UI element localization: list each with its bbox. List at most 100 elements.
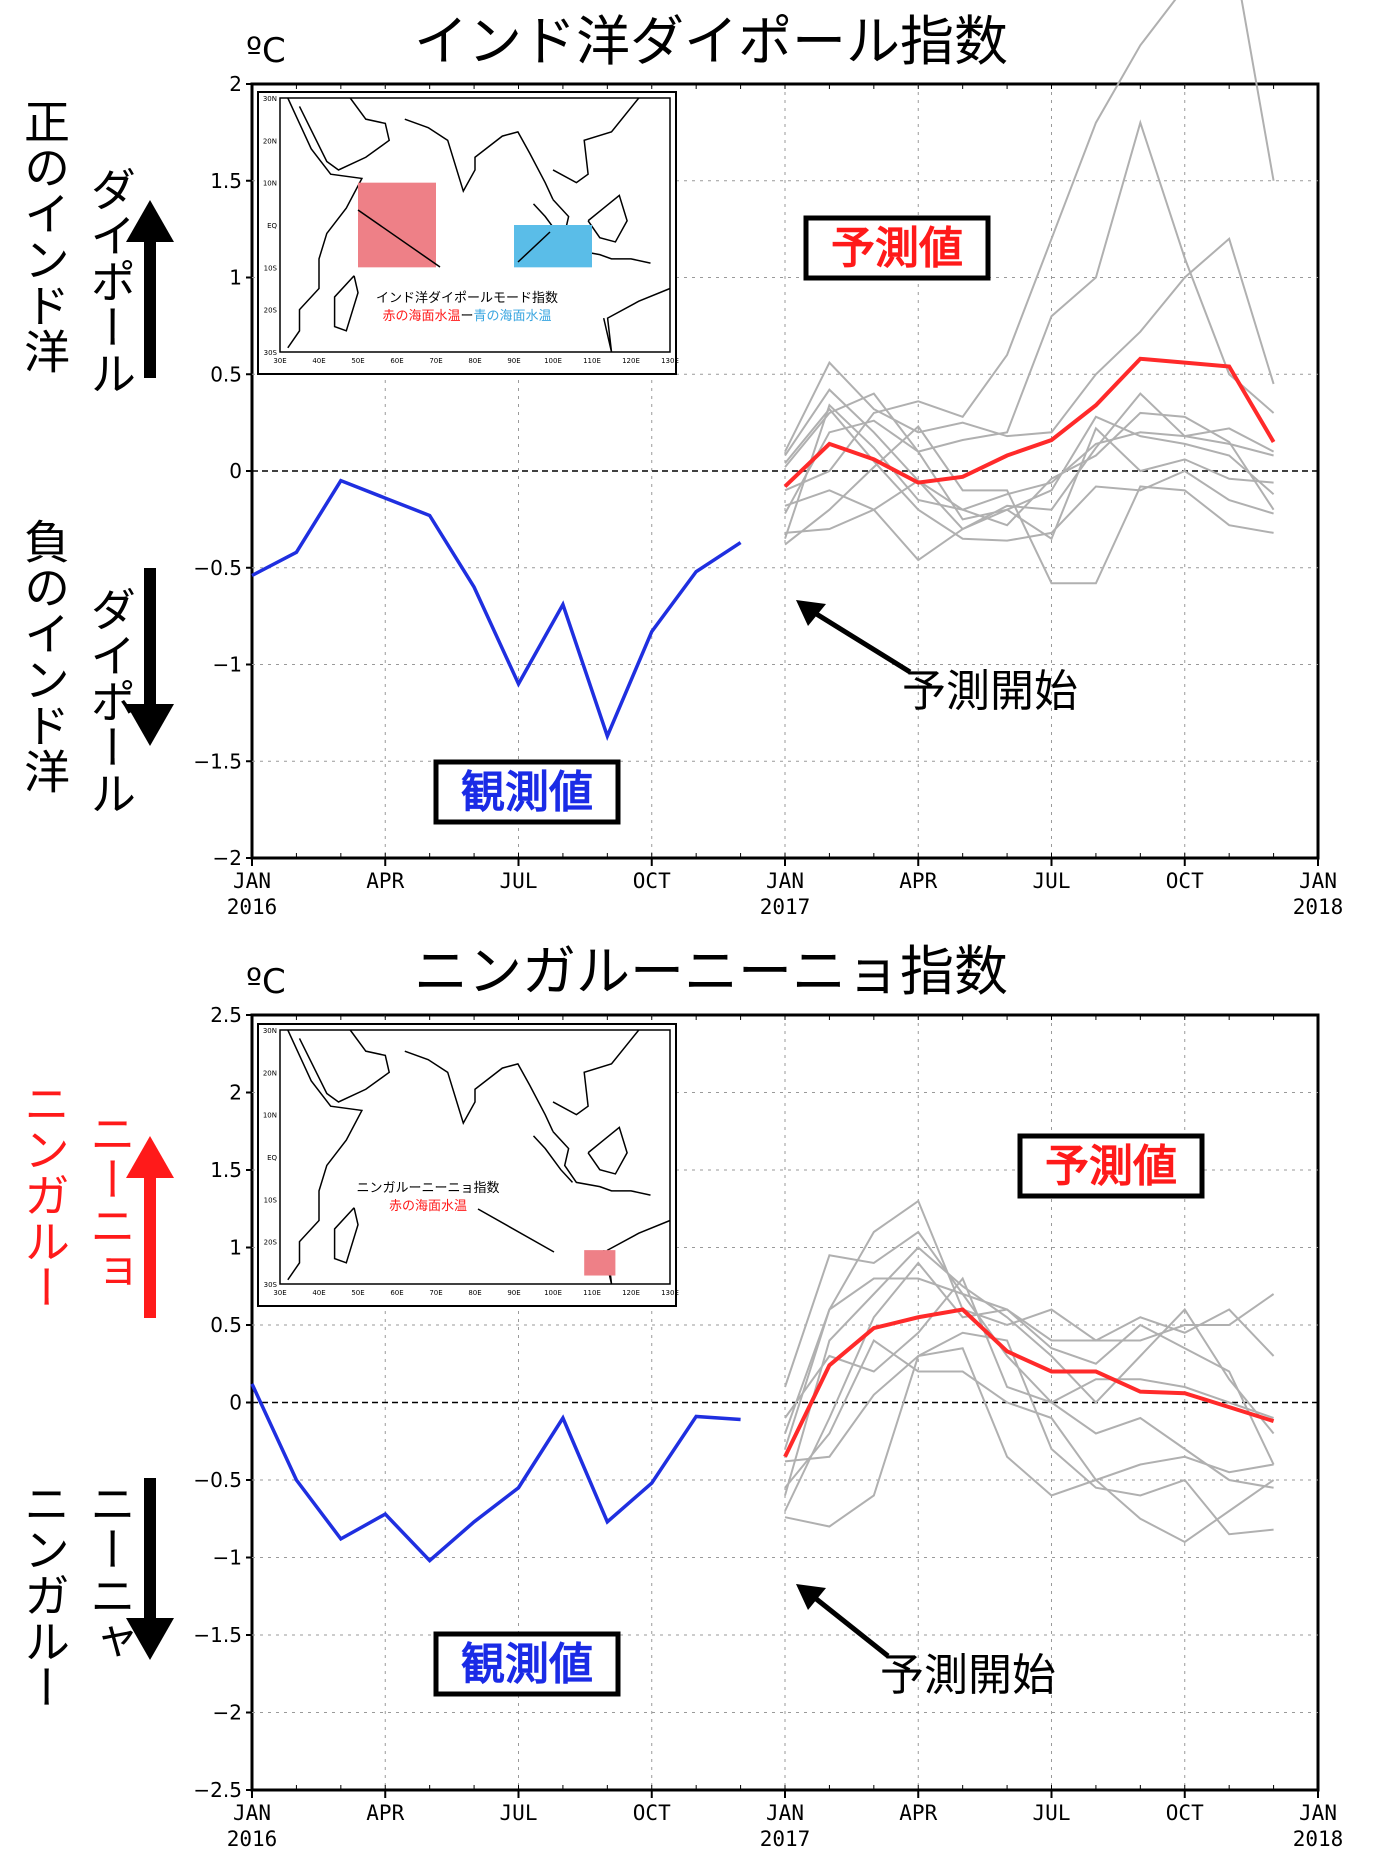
inset-lat-tick: 10S xyxy=(264,264,278,272)
start-arrow-head xyxy=(796,1584,826,1610)
forecast-member-line xyxy=(784,1276,1274,1419)
panel-ningaloo-nino: ニンガルーニーニョ指数 ºC2.5 2 1.5 1 0.5 0 −0.5 −1 −1.5 −2 −2.… xyxy=(17,940,1343,1851)
y-tick-label: 0.5 xyxy=(210,362,242,386)
inset-region-ningaloo xyxy=(584,1250,616,1276)
y-tick-label: −1 xyxy=(213,653,242,677)
inset-legend-red: 赤の海面水温 xyxy=(382,309,460,324)
inset-lat-tick: 20S xyxy=(264,307,278,315)
inset-lat-tick: EQ xyxy=(267,1154,277,1162)
inset-lon-tick: 110E xyxy=(583,357,601,365)
forecast-mean-line xyxy=(783,1307,1275,1458)
forecast-member-line xyxy=(784,426,1274,541)
side-label-positive: 正のインド洋 xyxy=(17,98,71,374)
chart-title: ニンガルーニーニョ指数 xyxy=(414,940,1008,1003)
x-tick-label: JUL xyxy=(500,1801,538,1825)
inset-lon-tick: 130E xyxy=(661,357,679,365)
inset-lat-tick: 10N xyxy=(263,1112,277,1120)
y-tick-label: −0.5 xyxy=(193,556,242,580)
inset-lon-tick: 30E xyxy=(273,1289,286,1297)
x-tick-label: OCT xyxy=(1166,1801,1204,1825)
x-tick-label: OCT xyxy=(633,869,671,893)
x-tick-label: JAN xyxy=(1299,1801,1337,1825)
x-tick-label: JAN xyxy=(766,1801,804,1825)
forecast-start-label: 予測開始 xyxy=(880,1650,1056,1701)
inset-coastline xyxy=(602,287,671,353)
inset-lat-tick: 30S xyxy=(264,1281,278,1289)
y-tick-label: −1 xyxy=(213,1546,242,1570)
side-label-positive: ニンガルー xyxy=(17,1080,71,1310)
inset-coastline xyxy=(333,1207,359,1264)
inset-lon-tick: 90E xyxy=(507,1289,520,1297)
start-arrow-head xyxy=(796,600,826,626)
x-tick-year: 2016 xyxy=(227,895,278,919)
inset-pointer-ningaloo xyxy=(477,1208,555,1253)
forecast-member-line xyxy=(784,392,1275,521)
inset-region-west xyxy=(358,182,436,268)
inset-pointer-east xyxy=(517,231,551,263)
inset-lon-tick: 30E xyxy=(273,357,286,365)
inset-lat-tick: 20S xyxy=(264,1239,278,1247)
side-label-negative: 負のインド洋 xyxy=(17,518,71,794)
observed-label: 観測値 xyxy=(461,767,593,818)
side-label-negative: ニンガルー xyxy=(17,1480,71,1710)
inset-lon-tick: 80E xyxy=(468,1289,481,1297)
x-tick-label: JUL xyxy=(500,869,538,893)
inset-coastline xyxy=(333,275,359,332)
x-tick-label: JAN xyxy=(766,869,804,893)
forecast-start-label: 予測開始 xyxy=(902,666,1078,717)
inset-lat-tick: 30N xyxy=(263,1027,277,1035)
inset-coastline xyxy=(552,97,640,184)
forecast-member-line xyxy=(784,0,1275,492)
forecast-member-line xyxy=(784,403,1274,540)
inset-lon-tick: 40E xyxy=(312,357,325,365)
x-tick-label: JAN xyxy=(1299,869,1337,893)
y-tick-label: 0.5 xyxy=(210,1313,242,1337)
x-tick-label: JAN xyxy=(233,869,271,893)
x-tick-label: OCT xyxy=(633,1801,671,1825)
forecast-label-box xyxy=(803,215,991,281)
y-tick-label: −0.5 xyxy=(193,1468,242,1492)
y-tick-label: 1.5 xyxy=(210,169,242,193)
inset-coastline xyxy=(287,1029,364,1281)
x-tick-label: JUL xyxy=(1033,869,1071,893)
x-tick-label: JAN xyxy=(233,1801,271,1825)
forecast-member-line xyxy=(784,1277,1274,1489)
inset-frame xyxy=(257,91,677,375)
unit-label: ºC xyxy=(246,31,286,71)
inset-legend-title: ニンガルーニーニョ指数 xyxy=(356,1181,499,1196)
inset-legend-dash: ー xyxy=(460,309,473,324)
forecast-member-line xyxy=(784,1261,1275,1512)
down-arrow-head xyxy=(126,1618,174,1660)
panel-indian-ocean-dipole: インド洋ダイポール指数ºC21.510.50−0.5−1−1.5−2JAN201… xyxy=(17,0,1343,919)
y-tick-label: −1.5 xyxy=(193,1623,242,1647)
inset-lon-tick: 120E xyxy=(622,1289,640,1297)
inset-legend-title: インド洋ダイポールモード指数 xyxy=(376,291,558,306)
y-tick-label: 0 xyxy=(229,459,242,483)
x-tick-year: 2018 xyxy=(1293,895,1344,919)
inset-coastline xyxy=(587,194,628,243)
forecast-member-line xyxy=(784,1347,1274,1497)
forecast-mean-line xyxy=(783,356,1276,488)
inset-map-frame xyxy=(279,1029,671,1285)
y-tick-label: 0 xyxy=(229,1391,242,1415)
inset-coastline xyxy=(532,1135,574,1183)
side-label-positive: ダイポール xyxy=(83,166,137,396)
x-tick-year: 2018 xyxy=(1293,1827,1344,1851)
side-label-negative: ダイポール xyxy=(83,586,137,816)
forecast-label-box xyxy=(1017,1133,1205,1199)
x-tick-label: APR xyxy=(899,1801,937,1825)
y-tick-label: −2 xyxy=(213,846,242,870)
observed-label: 観測値 xyxy=(461,1639,593,1690)
x-tick-label: JUL xyxy=(1033,1801,1071,1825)
forecast-member-line xyxy=(784,237,1275,453)
inset-lon-tick: 70E xyxy=(429,357,442,365)
inset-coastline xyxy=(587,1126,628,1175)
inset-lat-tick: 10N xyxy=(263,180,277,188)
forecast-label: 予測値 xyxy=(831,223,963,274)
forecast-member-line xyxy=(784,1339,1275,1544)
inset-coastline xyxy=(404,1050,554,1132)
inset-lat-tick: 20N xyxy=(263,1069,277,1077)
inset-lon-tick: 60E xyxy=(390,357,403,365)
